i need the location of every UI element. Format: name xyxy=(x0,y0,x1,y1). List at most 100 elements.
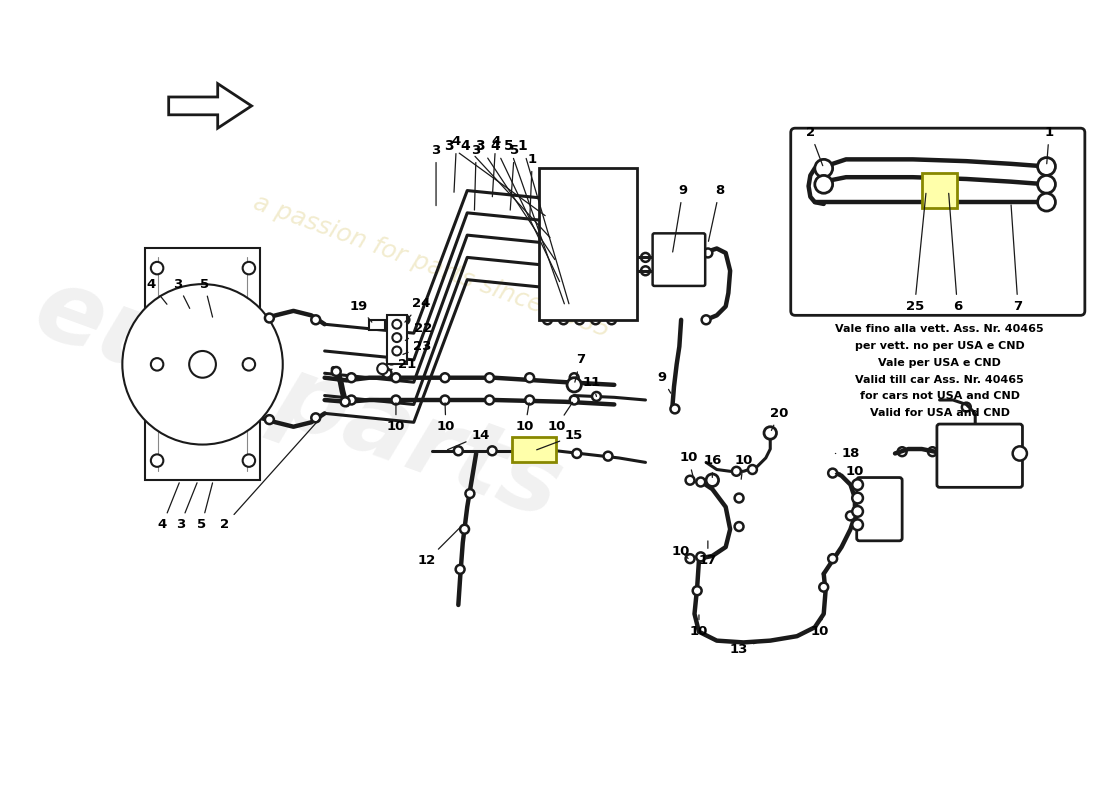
Circle shape xyxy=(151,454,163,467)
Text: 18: 18 xyxy=(835,447,859,460)
Text: a passion for parts since 1985: a passion for parts since 1985 xyxy=(250,190,613,342)
Circle shape xyxy=(485,395,494,405)
Text: 12: 12 xyxy=(418,526,461,567)
Circle shape xyxy=(572,449,581,458)
Text: 10: 10 xyxy=(690,615,708,638)
Circle shape xyxy=(570,395,579,405)
Text: 10: 10 xyxy=(810,615,828,638)
FancyBboxPatch shape xyxy=(512,438,557,462)
FancyBboxPatch shape xyxy=(652,234,705,286)
Circle shape xyxy=(971,155,980,164)
Circle shape xyxy=(732,467,740,476)
Circle shape xyxy=(820,582,828,592)
Text: 16: 16 xyxy=(703,454,722,478)
Circle shape xyxy=(1037,175,1055,194)
Circle shape xyxy=(971,173,980,182)
Circle shape xyxy=(864,155,872,164)
Circle shape xyxy=(828,469,837,478)
Text: 2: 2 xyxy=(220,415,322,531)
Circle shape xyxy=(864,173,872,182)
Circle shape xyxy=(332,367,341,376)
Text: 10: 10 xyxy=(735,454,752,479)
FancyBboxPatch shape xyxy=(922,173,957,208)
Circle shape xyxy=(243,358,255,370)
Circle shape xyxy=(696,552,705,562)
Text: 5: 5 xyxy=(504,139,564,304)
Circle shape xyxy=(455,565,464,574)
Text: 24: 24 xyxy=(405,298,430,322)
FancyBboxPatch shape xyxy=(539,168,637,320)
Circle shape xyxy=(392,395,400,405)
Text: 6: 6 xyxy=(948,194,962,313)
Text: 20: 20 xyxy=(770,407,789,430)
Text: 3: 3 xyxy=(444,139,546,216)
Circle shape xyxy=(735,522,744,531)
FancyBboxPatch shape xyxy=(791,128,1085,315)
Circle shape xyxy=(346,374,355,382)
Circle shape xyxy=(243,454,255,467)
Circle shape xyxy=(543,315,552,324)
FancyBboxPatch shape xyxy=(144,249,261,480)
Text: 10: 10 xyxy=(437,402,455,434)
Circle shape xyxy=(815,175,833,194)
Text: 4: 4 xyxy=(157,482,179,531)
Text: europarts: europarts xyxy=(22,260,574,540)
Text: Valid for USA and CND: Valid for USA and CND xyxy=(870,408,1010,418)
Text: 17: 17 xyxy=(698,541,717,567)
Circle shape xyxy=(465,489,474,498)
Circle shape xyxy=(846,511,855,520)
Text: Vale fino alla vett. Ass. Nr. 40465: Vale fino alla vett. Ass. Nr. 40465 xyxy=(835,324,1044,334)
Text: 5: 5 xyxy=(510,144,519,210)
Circle shape xyxy=(961,402,971,411)
Circle shape xyxy=(702,315,711,324)
Circle shape xyxy=(828,554,837,563)
Circle shape xyxy=(151,358,163,370)
Text: 3: 3 xyxy=(431,144,441,206)
Circle shape xyxy=(693,586,702,595)
Text: 4: 4 xyxy=(461,139,550,238)
Circle shape xyxy=(852,506,862,517)
Circle shape xyxy=(852,479,862,490)
FancyBboxPatch shape xyxy=(370,320,385,330)
Circle shape xyxy=(487,446,496,455)
Circle shape xyxy=(641,253,650,262)
Circle shape xyxy=(311,414,320,422)
Circle shape xyxy=(387,355,396,364)
Circle shape xyxy=(628,259,637,268)
Text: 1: 1 xyxy=(518,139,569,304)
Circle shape xyxy=(641,266,650,275)
Circle shape xyxy=(393,346,402,355)
Circle shape xyxy=(1037,194,1055,211)
Circle shape xyxy=(604,452,613,461)
Circle shape xyxy=(151,262,163,274)
Circle shape xyxy=(346,395,355,405)
Text: 3: 3 xyxy=(472,144,481,210)
Circle shape xyxy=(815,159,833,177)
Circle shape xyxy=(265,415,274,424)
Text: 25: 25 xyxy=(905,194,926,313)
Circle shape xyxy=(396,329,405,338)
Text: 3: 3 xyxy=(176,482,197,531)
Text: 11: 11 xyxy=(583,376,601,397)
Text: Valid till car Ass. Nr. 40465: Valid till car Ass. Nr. 40465 xyxy=(855,374,1024,385)
Text: 21: 21 xyxy=(388,358,416,371)
Circle shape xyxy=(898,447,906,456)
FancyBboxPatch shape xyxy=(387,315,407,364)
Circle shape xyxy=(525,395,535,405)
Text: 8: 8 xyxy=(708,184,724,242)
Circle shape xyxy=(265,314,274,322)
FancyBboxPatch shape xyxy=(937,424,1023,487)
Text: 10: 10 xyxy=(679,451,697,479)
Text: 5: 5 xyxy=(200,278,212,317)
Text: for cars not USA and CND: for cars not USA and CND xyxy=(859,391,1020,402)
Text: 14: 14 xyxy=(448,429,490,450)
Text: 1: 1 xyxy=(528,153,537,219)
Circle shape xyxy=(392,374,400,382)
Circle shape xyxy=(392,342,400,351)
Circle shape xyxy=(454,446,463,455)
Text: 4: 4 xyxy=(452,135,461,192)
Text: 7: 7 xyxy=(1011,205,1023,313)
Circle shape xyxy=(400,315,409,324)
Circle shape xyxy=(685,554,694,563)
Text: 5: 5 xyxy=(197,483,212,531)
